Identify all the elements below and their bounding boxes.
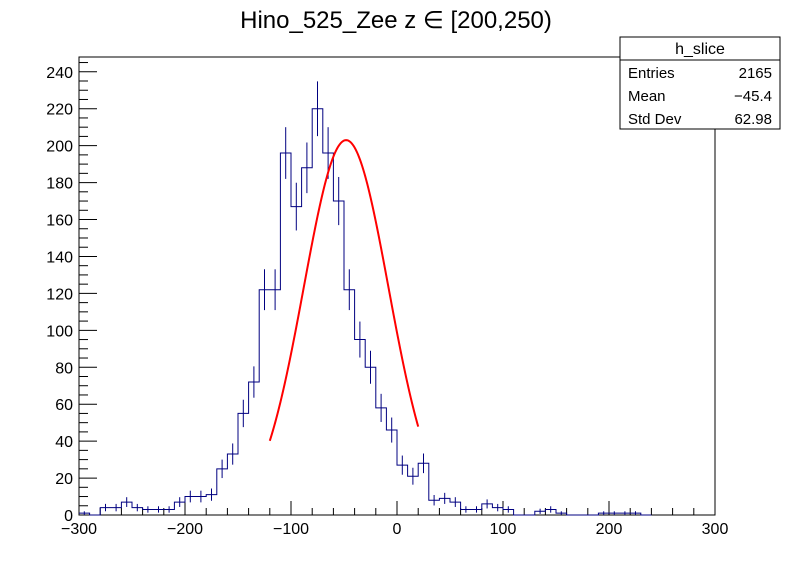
y-tick-label: 180	[46, 176, 73, 193]
chart-title: Hino_525_Zee z ∈ [200,250)	[240, 7, 552, 34]
stats-mean-value: −45.4	[734, 88, 772, 105]
y-tick-label: 80	[55, 360, 73, 377]
stats-entries-value: 2165	[739, 65, 772, 82]
fit-curve-layer	[268, 139, 420, 442]
x-tick-label: 300	[702, 521, 729, 538]
y-tick-label: 200	[46, 139, 73, 156]
gaussian-fit-curve	[268, 139, 420, 442]
y-tick-label: 220	[46, 102, 73, 119]
x-tick-label: −100	[273, 521, 309, 538]
x-tick-label: −300	[61, 521, 97, 538]
stats-box-title: h_slice	[675, 41, 725, 58]
stats-stddev-label: Std Dev	[628, 111, 682, 128]
stats-box: h_slice Entries 2165 Mean −45.4 Std Dev …	[619, 36, 781, 130]
y-tick-label: 240	[46, 65, 73, 82]
histogram-series	[79, 81, 652, 516]
y-tick-label: 160	[46, 213, 73, 230]
y-tick-label: 120	[46, 286, 73, 303]
y-tick-label: 20	[55, 471, 73, 488]
y-tick-label: 0	[64, 508, 73, 525]
y-tick-label: 100	[46, 323, 73, 340]
x-tick-label: 0	[393, 521, 402, 538]
x-tick-label: 100	[490, 521, 517, 538]
stats-box-frame	[619, 36, 781, 130]
y-tick-label: 60	[55, 397, 73, 414]
x-tick-label: −200	[167, 521, 203, 538]
axis-ticks: −300 −200 −100 0 100 200 300 0 20 40 60 80 100 120 140…	[46, 62, 729, 538]
y-tick-label: 140	[46, 249, 73, 266]
stats-mean-label: Mean	[628, 88, 666, 105]
x-tick-label: 200	[596, 521, 623, 538]
stats-stddev-value: 62.98	[734, 111, 772, 128]
stats-entries-label: Entries	[628, 65, 675, 82]
y-tick-label: 40	[55, 434, 73, 451]
